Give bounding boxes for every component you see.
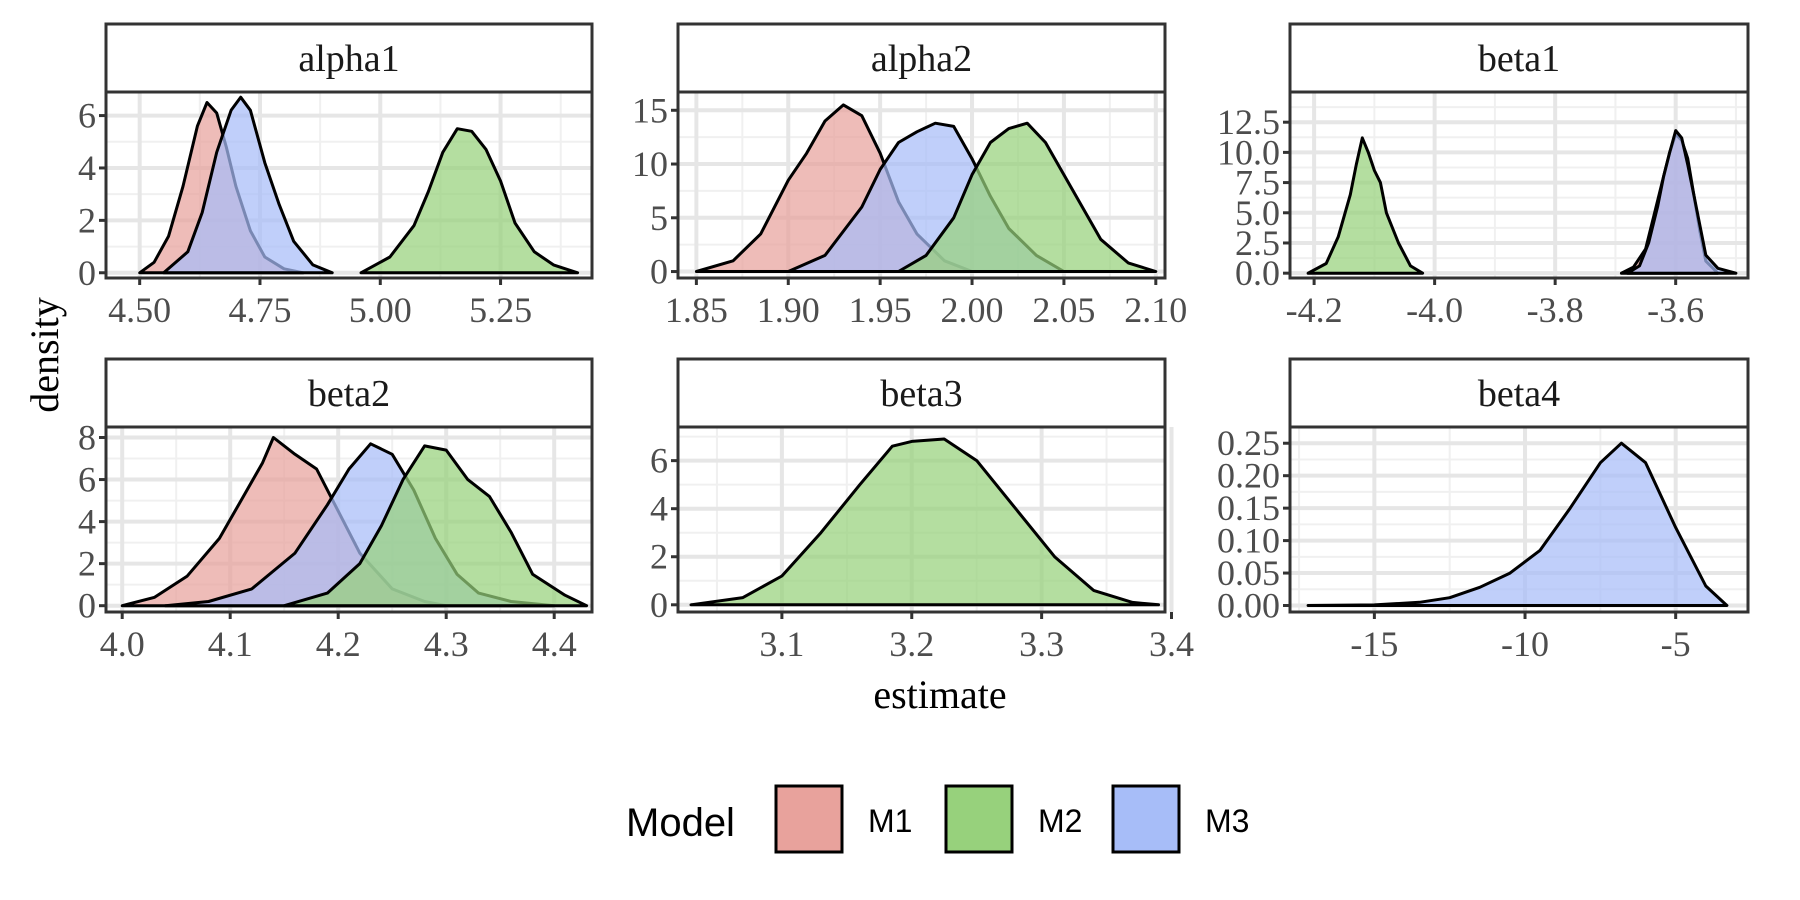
x-tick-label: -10 bbox=[1501, 624, 1549, 664]
y-tick-label: 6 bbox=[78, 96, 96, 136]
facet-strip-label: beta2 bbox=[308, 373, 390, 415]
x-tick-label: 3.1 bbox=[759, 624, 804, 664]
legend-item-M2: M2 bbox=[944, 784, 1082, 854]
x-tick-label: 4.1 bbox=[208, 624, 253, 664]
y-tick-label: 0.05 bbox=[1217, 553, 1280, 593]
facet-strip bbox=[1288, 22, 1750, 94]
panel-beta3: beta3 3.1 3.2 3.3 3.4 0 2 4 6 bbox=[650, 357, 1194, 664]
density-area-M3 bbox=[1626, 129, 1738, 275]
y-tick-label: 10 bbox=[632, 144, 668, 184]
legend-key-M1 bbox=[774, 784, 844, 854]
x-axis-title: estimate bbox=[873, 672, 1006, 717]
legend-title: Model bbox=[626, 801, 735, 845]
legend-key-M3 bbox=[1111, 784, 1181, 854]
x-tick-label: 4.2 bbox=[316, 624, 361, 664]
x-tick-label: 1.90 bbox=[757, 290, 820, 330]
x-tick-label: 1.95 bbox=[849, 290, 912, 330]
panel-alpha2: alpha2 1.85 1.90 1.95 2.00 2.05 2.10 0 5 10 15 bbox=[632, 22, 1187, 330]
x-tick-label: -3.8 bbox=[1527, 290, 1584, 330]
x-tick-label: 2.05 bbox=[1032, 290, 1095, 330]
density-area-M3 bbox=[162, 95, 334, 275]
y-tick-label: 0.15 bbox=[1217, 488, 1280, 528]
legend-item-M1: M1 bbox=[774, 784, 912, 854]
density-area-M2 bbox=[689, 437, 1160, 607]
y-tick-label: 0 bbox=[78, 253, 96, 293]
x-tick-label: -4.2 bbox=[1286, 290, 1343, 330]
y-tick-label: 2 bbox=[78, 200, 96, 240]
x-tick-label: 2.00 bbox=[941, 290, 1004, 330]
panel-alpha1: alpha1 4.50 4.75 5.00 5.25 0 2 4 6 bbox=[78, 22, 594, 330]
x-tick-label: -3.6 bbox=[1647, 290, 1704, 330]
y-tick-label: 0.0 bbox=[1235, 253, 1280, 293]
x-tick-label: 4.4 bbox=[532, 624, 577, 664]
density-area-M3 bbox=[1306, 441, 1729, 607]
y-tick-label: 2.5 bbox=[1235, 223, 1280, 263]
y-tick-label: 4 bbox=[78, 502, 96, 542]
facet-strip-label: beta3 bbox=[880, 373, 962, 415]
y-tick-label: 2 bbox=[650, 537, 668, 577]
density-area-M2 bbox=[282, 444, 589, 608]
y-tick-label: 0 bbox=[78, 586, 96, 626]
y-tick-label: 8 bbox=[78, 418, 96, 458]
y-tick-label: 6 bbox=[650, 441, 668, 481]
y-tick-label: 4 bbox=[78, 148, 96, 188]
facet-strip bbox=[104, 357, 594, 429]
x-tick-label: 4.50 bbox=[108, 290, 171, 330]
legend: Model M1 M2 M3 bbox=[626, 784, 1249, 854]
y-tick-label: 6 bbox=[78, 460, 96, 500]
y-tick-label: 0.20 bbox=[1217, 456, 1280, 496]
x-tick-label: 4.75 bbox=[228, 290, 291, 330]
y-tick-label: 7.5 bbox=[1235, 163, 1280, 203]
x-tick-label: 3.4 bbox=[1149, 624, 1194, 664]
y-tick-label: 0 bbox=[650, 585, 668, 625]
x-tick-label: -15 bbox=[1350, 624, 1398, 664]
x-tick-label: 5.25 bbox=[469, 290, 532, 330]
legend-item-M3: M3 bbox=[1111, 784, 1249, 854]
y-tick-label: 10.0 bbox=[1217, 132, 1280, 172]
facet-strip-label: alpha2 bbox=[871, 38, 972, 80]
facet-strip bbox=[676, 22, 1167, 94]
x-tick-label: 3.3 bbox=[1019, 624, 1064, 664]
x-tick-label: 1.85 bbox=[665, 290, 728, 330]
y-tick-label: 15 bbox=[632, 90, 668, 130]
y-tick-label: 5.0 bbox=[1235, 193, 1280, 233]
y-tick-label: 4 bbox=[650, 489, 668, 529]
facet-strip bbox=[1288, 357, 1750, 429]
x-tick-label: -4.0 bbox=[1406, 290, 1463, 330]
panel-beta4: beta4 -15 -10 -5 0.000.050.100.150.200.25 bbox=[1217, 357, 1750, 664]
x-tick-label: 4.3 bbox=[424, 624, 469, 664]
x-tick-label: 3.2 bbox=[889, 624, 934, 664]
y-tick-label: 0.00 bbox=[1217, 586, 1280, 626]
legend-key-M2 bbox=[944, 784, 1014, 854]
y-tick-label: 0 bbox=[650, 252, 668, 292]
x-tick-label: 2.10 bbox=[1124, 290, 1187, 330]
x-tick-label: 4.0 bbox=[100, 624, 145, 664]
facet-strip-label: beta1 bbox=[1478, 38, 1560, 80]
y-tick-label: 0.25 bbox=[1217, 423, 1280, 463]
panel-beta1: beta1 -4.2 -4.0 -3.8 -3.6 0.02.55.07.510.012.… bbox=[1217, 22, 1750, 330]
y-axis-title: density bbox=[22, 297, 67, 413]
y-tick-label: 5 bbox=[650, 198, 668, 238]
legend-items: M1 M2 M3 bbox=[774, 784, 1249, 854]
facet-strip bbox=[104, 22, 594, 94]
legend-label-M3: M3 bbox=[1205, 803, 1249, 839]
density-area-M2 bbox=[1306, 136, 1425, 275]
density-area-M2 bbox=[359, 127, 580, 275]
y-tick-label: 2 bbox=[78, 544, 96, 584]
y-tick-label: 12.5 bbox=[1217, 102, 1280, 142]
x-tick-label: 5.00 bbox=[349, 290, 412, 330]
facet-strip-label: beta4 bbox=[1478, 373, 1560, 415]
density-area-M2 bbox=[897, 121, 1158, 273]
x-tick-label: -5 bbox=[1661, 624, 1691, 664]
legend-label-M2: M2 bbox=[1038, 803, 1082, 839]
facet-strip-label: alpha1 bbox=[298, 38, 399, 80]
legend-label-M1: M1 bbox=[868, 803, 912, 839]
y-tick-label: 0.10 bbox=[1217, 521, 1280, 561]
facet-strip bbox=[676, 357, 1167, 429]
